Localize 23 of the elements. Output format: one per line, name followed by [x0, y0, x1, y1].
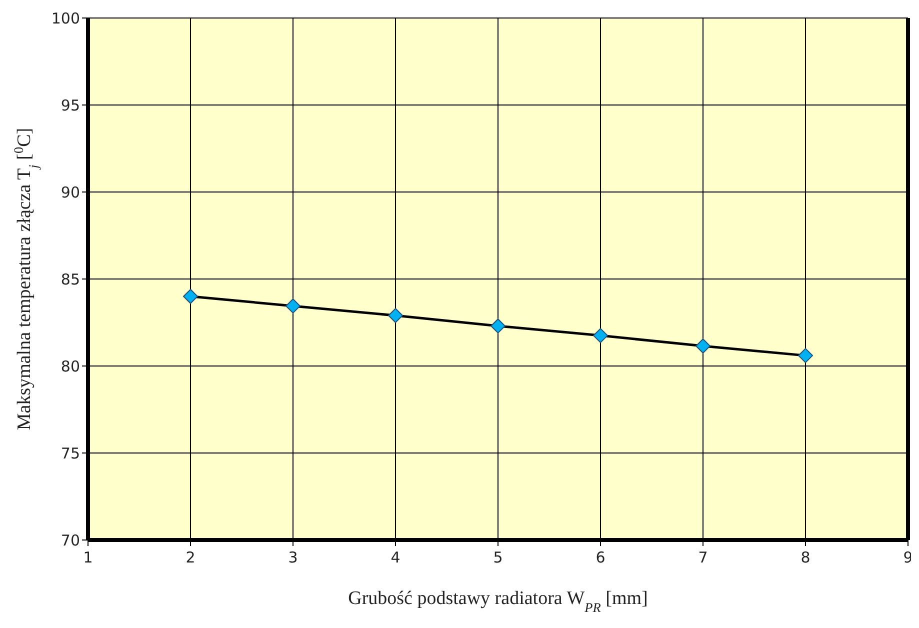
x-tick-label: 1 — [83, 548, 93, 567]
point — [593, 328, 608, 344]
point — [183, 288, 198, 304]
x-tick-label: 4 — [390, 548, 400, 567]
y-tick-label: 90 — [60, 183, 80, 202]
x-tick-label: 5 — [493, 548, 503, 567]
point — [286, 298, 300, 314]
y-tick-label: 70 — [60, 531, 80, 550]
point — [388, 308, 403, 324]
x-tick-label: 8 — [800, 548, 810, 567]
y-tick-label: 100 — [51, 9, 80, 28]
point — [696, 338, 710, 354]
x-tick-label: 2 — [186, 548, 196, 567]
x-tick-label: 7 — [698, 548, 708, 567]
point — [798, 348, 813, 364]
x-tick-label: 3 — [288, 548, 298, 567]
x-axis-title: Grubość podstawy radiatora W$_{PR}$ [mm] — [348, 588, 648, 614]
y-tick-label: 80 — [60, 357, 80, 376]
point — [490, 318, 506, 334]
y-tick-label: 85 — [60, 270, 80, 288]
y-tick-label: 75 — [60, 444, 80, 462]
x-tick-label: 6 — [596, 548, 606, 567]
y-tick-label: 95 — [60, 96, 80, 114]
